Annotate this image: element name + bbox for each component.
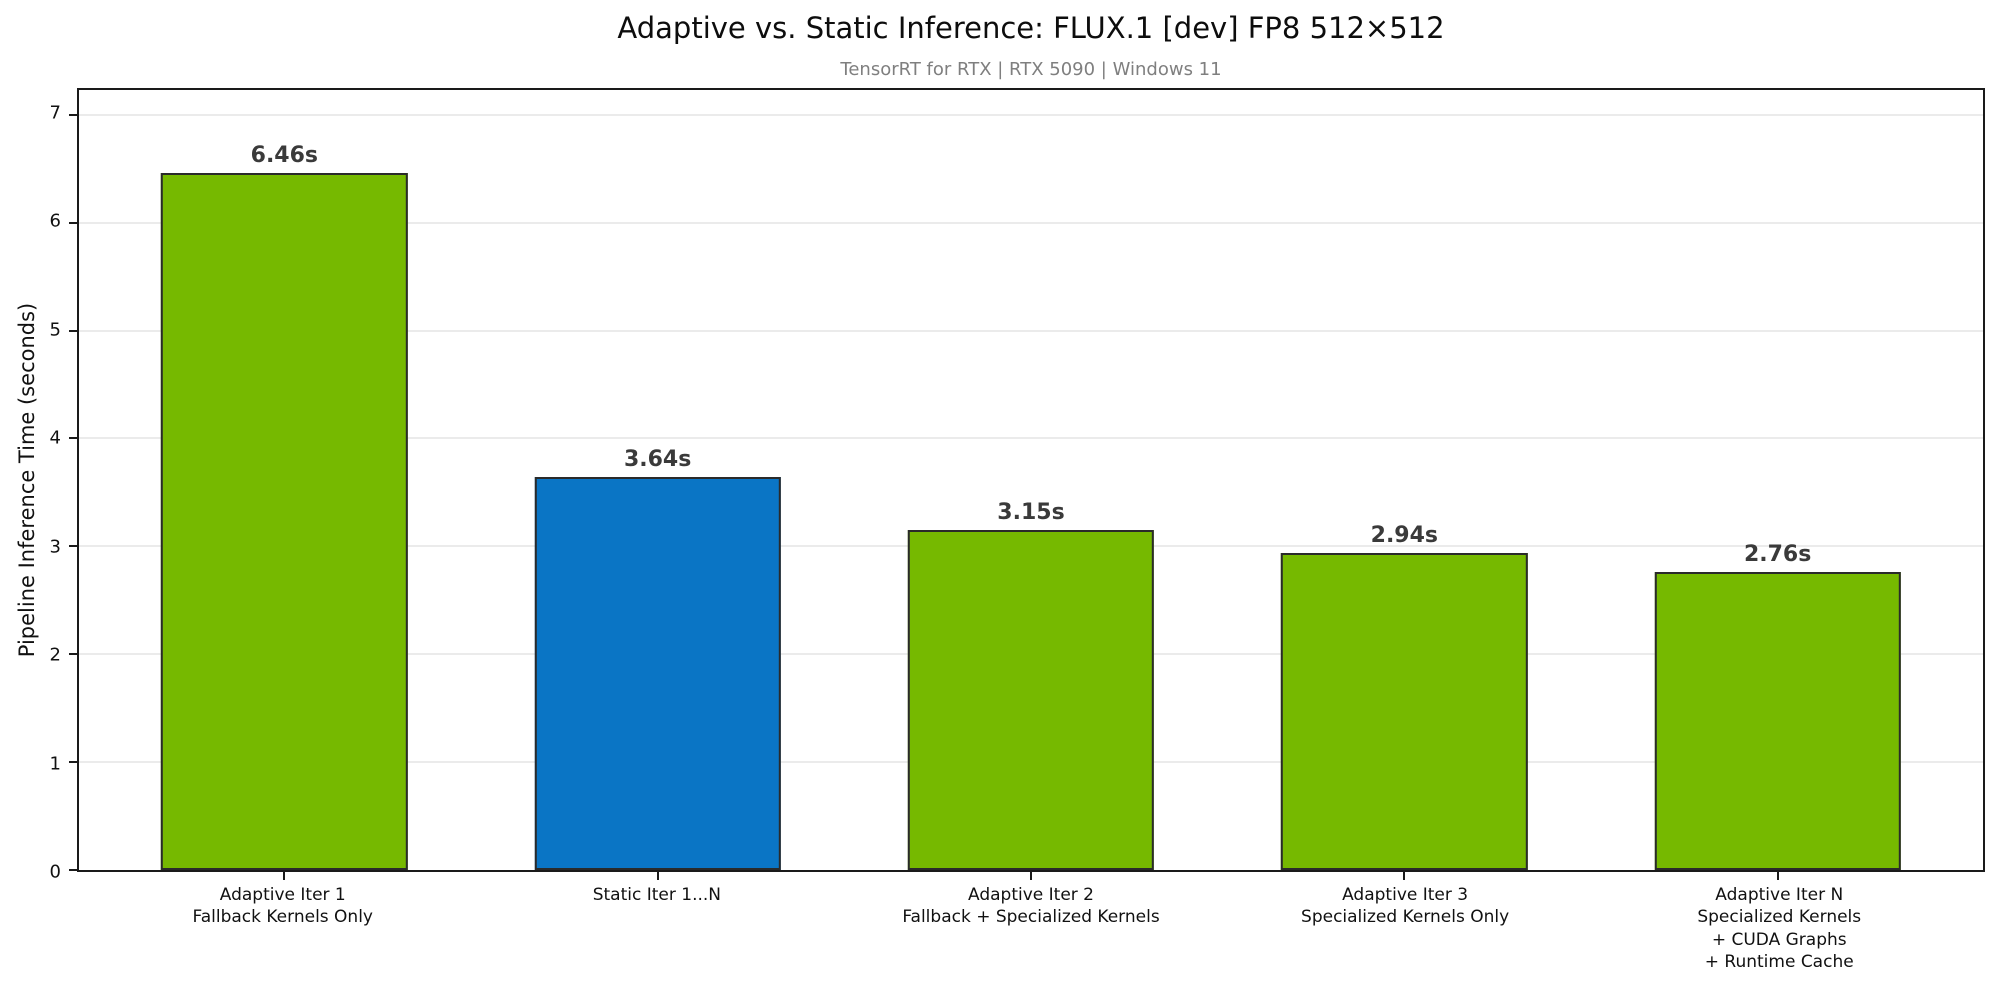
gridline-y6 (79, 221, 1983, 224)
bar-value-label-3: 2.94s (1370, 522, 1439, 548)
y-tick-label-7: 7 (49, 102, 61, 124)
y-tick-label-5: 5 (49, 319, 61, 341)
bar-3: 2.94s (1281, 523, 1528, 870)
chart-subtitle: TensorRT for RTX | RTX 5090 | Windows 11 (840, 59, 1222, 80)
y-tick-mark-2 (69, 653, 77, 656)
x-tick-label-2: Adaptive Iter 2 Fallback + Specialized K… (902, 885, 1160, 928)
bar-4: 2.76s (1654, 542, 1901, 870)
x-tick-labels: Adaptive Iter 1 Fallback Kernels Only Sta… (77, 884, 1985, 984)
y-tick-label-0: 0 (49, 861, 61, 883)
y-tick-mark-6 (69, 221, 77, 224)
gridline-y5 (79, 329, 1983, 332)
bar-value-label-0: 6.46s (250, 143, 319, 169)
x-tick-mark-1 (656, 872, 659, 880)
x-tick-mark-0 (283, 872, 286, 880)
bar-value-label-1: 3.64s (623, 447, 692, 473)
y-tick-label-2: 2 (49, 644, 61, 666)
gridline-y7 (79, 113, 1983, 116)
bar-value-label-2: 3.15s (997, 500, 1065, 526)
y-tick-labels: 0 1 2 3 4 5 6 7 (0, 88, 77, 882)
y-tick-mark-0 (69, 869, 77, 871)
chart-title: Adaptive vs. Static Inference: FLUX.1 [d… (617, 11, 1445, 45)
bar-1: 3.64s (534, 447, 781, 870)
x-tick-mark-2 (1030, 872, 1032, 880)
x-tick-label-0: Adaptive Iter 1 Fallback Kernels Only (192, 885, 374, 928)
bar-2: 3.15s (907, 500, 1155, 870)
y-tick-mark-5 (69, 329, 77, 332)
x-tick-label-1: Static Iter 1...N (592, 885, 722, 905)
y-tick-label-4: 4 (49, 427, 61, 449)
y-tick-label-6: 6 (49, 210, 61, 232)
y-tick-mark-4 (69, 437, 77, 440)
y-tick-mark-7 (69, 113, 77, 116)
plot-area: 6.46s 3.64s 3.15s 2.94s 2.76s (69, 88, 1985, 880)
x-tick-mark-3 (1403, 872, 1406, 880)
x-tick-label-3: Adaptive Iter 3 Specialized Kernels Only (1301, 885, 1510, 928)
x-tick-mark-4 (1776, 872, 1779, 880)
bar-value-label-4: 2.76s (1743, 542, 1812, 568)
gridline-y4 (79, 437, 1983, 440)
y-tick-mark-3 (69, 545, 77, 548)
y-tick-label-3: 3 (49, 536, 61, 558)
y-tick-mark-1 (69, 761, 77, 764)
y-tick-label-1: 1 (49, 753, 61, 775)
bar-0: 6.46s (161, 143, 408, 870)
x-tick-label-4: Adaptive Iter N Specialized Kernels + CU… (1697, 885, 1862, 973)
